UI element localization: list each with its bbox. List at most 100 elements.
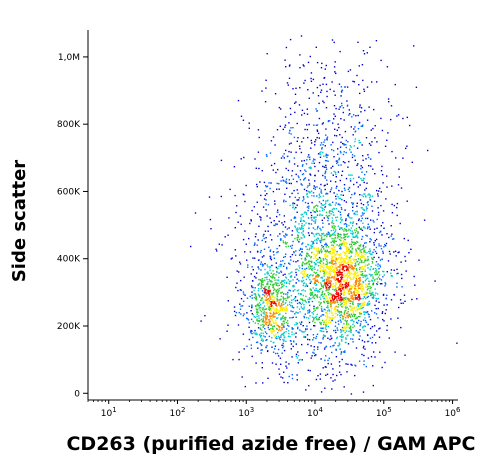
event-dot: [309, 369, 311, 372]
event-dot: [365, 321, 368, 323]
event-dot: [319, 321, 321, 324]
event-dot: [409, 124, 411, 127]
event-dot: [325, 250, 327, 253]
event-dot: [348, 284, 351, 286]
event-dot: [264, 279, 266, 281]
event-dot: [256, 310, 258, 312]
event-dot: [306, 113, 309, 115]
event-dot: [303, 270, 305, 272]
event-dot: [365, 278, 367, 280]
event-dot: [385, 198, 387, 200]
event-dot: [322, 199, 324, 202]
event-dot: [280, 281, 283, 284]
event-dot: [369, 318, 372, 321]
event-dot: [365, 196, 367, 198]
event-dot: [365, 291, 367, 293]
event-dot: [382, 250, 384, 252]
event-dot: [274, 348, 276, 350]
event-dot: [315, 354, 317, 356]
event-dot: [314, 294, 316, 297]
event-dot: [313, 220, 315, 222]
event-dot: [299, 247, 302, 250]
event-dot: [256, 313, 258, 316]
event-dot: [363, 250, 365, 253]
event-dot: [307, 217, 310, 219]
event-dot: [259, 327, 262, 329]
event-dot: [279, 263, 282, 266]
event-dot: [340, 298, 342, 300]
event-dot: [344, 302, 346, 304]
event-dot: [311, 201, 313, 204]
event-dot: [328, 268, 330, 271]
event-dot: [259, 319, 261, 322]
event-dot: [272, 251, 275, 253]
event-dot: [317, 306, 319, 308]
event-dot: [262, 316, 265, 318]
event-dot: [343, 223, 346, 225]
event-dot: [310, 167, 312, 169]
event-dot: [330, 306, 332, 309]
event-dot: [334, 296, 336, 298]
event-dot: [280, 157, 283, 159]
event-dot: [360, 228, 362, 230]
event-dot: [269, 296, 271, 299]
event-dot: [243, 293, 245, 295]
event-dot: [316, 274, 319, 276]
event-dot: [292, 260, 295, 263]
event-dot: [348, 114, 350, 116]
event-dot: [347, 166, 349, 168]
event-dot: [334, 227, 336, 229]
event-dot: [361, 255, 363, 257]
event-dot: [363, 268, 365, 270]
event-dot: [324, 327, 327, 329]
event-dot: [348, 330, 350, 333]
event-dot: [250, 273, 252, 275]
event-dot: [335, 135, 338, 137]
event-dot: [322, 222, 324, 224]
event-dot: [356, 308, 358, 311]
event-dot: [328, 319, 330, 321]
event-dot: [347, 326, 349, 329]
event-dot: [347, 188, 349, 191]
event-dot: [341, 286, 343, 288]
event-dot: [296, 234, 299, 236]
event-dot: [326, 183, 328, 185]
event-dot: [352, 338, 354, 340]
event-dot: [368, 280, 370, 282]
event-dot: [328, 266, 330, 268]
event-dot: [323, 275, 325, 277]
event-dot: [303, 212, 306, 214]
event-dot: [243, 313, 245, 315]
event-dot: [369, 269, 371, 271]
event-dot: [350, 309, 352, 311]
event-dot: [329, 297, 332, 299]
event-dot: [328, 279, 330, 281]
event-dot: [338, 197, 340, 200]
event-dot: [345, 266, 347, 268]
event-dot: [345, 255, 348, 258]
event-dot: [316, 195, 318, 197]
event-dot: [371, 260, 374, 263]
event-dot: [375, 292, 377, 294]
event-dot: [337, 153, 339, 155]
event-dot: [324, 299, 326, 301]
event-dot: [361, 307, 363, 309]
event-dot: [239, 308, 242, 310]
event-dot: [324, 315, 327, 317]
event-dot: [340, 264, 343, 266]
event-dot: [377, 281, 379, 283]
event-dot: [357, 241, 359, 243]
event-dot: [396, 268, 398, 271]
event-dot: [326, 137, 328, 139]
event-dot: [329, 273, 331, 275]
event-dot: [284, 59, 286, 61]
event-dot: [319, 298, 322, 300]
event-dot: [300, 306, 302, 308]
event-dot: [315, 124, 318, 126]
event-dot: [322, 334, 325, 336]
event-dot: [276, 352, 279, 355]
event-dot: [260, 297, 263, 300]
event-dot: [373, 280, 376, 282]
event-dot: [342, 300, 345, 302]
event-dot: [324, 145, 326, 147]
